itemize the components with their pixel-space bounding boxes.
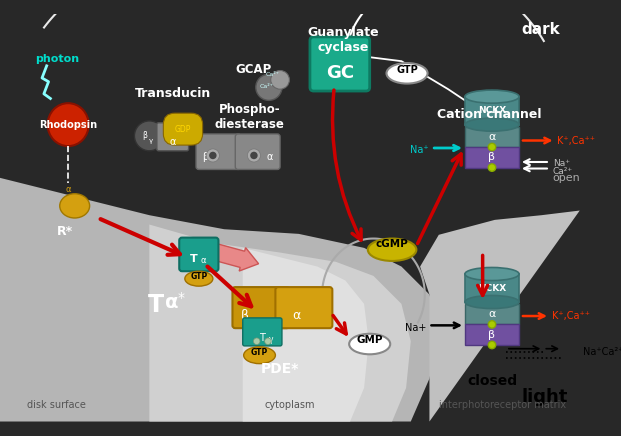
Text: disk surface: disk surface bbox=[27, 400, 86, 410]
Circle shape bbox=[253, 338, 260, 344]
Text: α: α bbox=[292, 309, 301, 322]
FancyBboxPatch shape bbox=[310, 37, 369, 91]
Text: Cation channel: Cation channel bbox=[437, 108, 542, 121]
Text: Transducin: Transducin bbox=[135, 87, 211, 100]
Text: α: α bbox=[65, 185, 71, 194]
Text: K⁺,Ca⁺⁺: K⁺,Ca⁺⁺ bbox=[557, 136, 596, 146]
Text: β: β bbox=[202, 152, 209, 162]
Text: NCKX: NCKX bbox=[478, 106, 506, 115]
Text: photon: photon bbox=[35, 54, 79, 64]
FancyArrow shape bbox=[205, 242, 258, 271]
FancyBboxPatch shape bbox=[179, 238, 219, 271]
Circle shape bbox=[488, 321, 496, 328]
Text: α: α bbox=[201, 256, 206, 265]
Polygon shape bbox=[465, 324, 519, 345]
Circle shape bbox=[488, 164, 496, 171]
Text: β: β bbox=[489, 330, 496, 340]
Text: GMP: GMP bbox=[356, 335, 383, 345]
Text: PDE*: PDE* bbox=[261, 362, 299, 376]
Text: T: T bbox=[260, 333, 265, 343]
Ellipse shape bbox=[465, 267, 519, 280]
Text: β: β bbox=[240, 309, 248, 322]
FancyBboxPatch shape bbox=[196, 134, 241, 170]
Text: cGMP: cGMP bbox=[376, 239, 409, 249]
Text: α: α bbox=[488, 132, 496, 142]
Polygon shape bbox=[465, 304, 519, 324]
Text: γ: γ bbox=[269, 335, 273, 344]
Text: R*: R* bbox=[57, 225, 73, 238]
Text: Rhodopsin: Rhodopsin bbox=[39, 119, 97, 129]
Text: Ca²⁺: Ca²⁺ bbox=[553, 167, 573, 176]
Text: light: light bbox=[521, 388, 568, 406]
Polygon shape bbox=[243, 248, 369, 422]
Text: Ca²⁺: Ca²⁺ bbox=[260, 84, 274, 89]
Circle shape bbox=[488, 143, 496, 151]
Text: α: α bbox=[266, 152, 273, 162]
Text: Na⁺: Na⁺ bbox=[410, 145, 428, 155]
Polygon shape bbox=[465, 274, 519, 302]
Text: GDP: GDP bbox=[175, 125, 191, 134]
Text: K⁺,Ca⁺⁺: K⁺,Ca⁺⁺ bbox=[551, 311, 590, 321]
Text: NCKX: NCKX bbox=[478, 283, 506, 293]
Polygon shape bbox=[465, 147, 519, 167]
Text: GTP: GTP bbox=[396, 65, 418, 75]
Text: β: β bbox=[489, 152, 496, 162]
Polygon shape bbox=[420, 211, 580, 422]
Circle shape bbox=[256, 74, 282, 100]
Text: closed: closed bbox=[467, 374, 517, 388]
Text: Guanylate
cyclase: Guanylate cyclase bbox=[308, 26, 379, 54]
FancyBboxPatch shape bbox=[243, 318, 282, 346]
Ellipse shape bbox=[243, 347, 275, 364]
Text: GCAP: GCAP bbox=[236, 63, 272, 76]
Polygon shape bbox=[0, 178, 439, 422]
Text: α: α bbox=[165, 293, 179, 312]
Circle shape bbox=[247, 149, 260, 162]
Ellipse shape bbox=[185, 271, 213, 286]
Ellipse shape bbox=[465, 118, 519, 131]
Polygon shape bbox=[465, 126, 519, 147]
Text: GTP: GTP bbox=[251, 348, 268, 357]
Circle shape bbox=[488, 341, 496, 349]
Ellipse shape bbox=[349, 334, 390, 354]
Text: Na+: Na+ bbox=[406, 323, 427, 333]
Text: cytoplasm: cytoplasm bbox=[264, 400, 315, 410]
Ellipse shape bbox=[465, 296, 519, 309]
Circle shape bbox=[265, 338, 271, 344]
Text: α: α bbox=[488, 309, 496, 319]
Ellipse shape bbox=[465, 90, 519, 103]
Circle shape bbox=[206, 149, 219, 162]
Text: Na⁺Ca²⁺: Na⁺Ca²⁺ bbox=[582, 347, 621, 357]
FancyBboxPatch shape bbox=[235, 134, 280, 170]
Text: Ca²⁺: Ca²⁺ bbox=[266, 72, 279, 77]
Polygon shape bbox=[150, 225, 410, 422]
Circle shape bbox=[271, 71, 289, 89]
Ellipse shape bbox=[60, 194, 89, 218]
Text: γ: γ bbox=[149, 139, 153, 144]
Polygon shape bbox=[0, 14, 580, 422]
Circle shape bbox=[250, 152, 258, 159]
Text: GTP: GTP bbox=[190, 272, 207, 281]
Text: Phospho-
diesterase: Phospho- diesterase bbox=[214, 103, 284, 131]
Polygon shape bbox=[465, 97, 519, 125]
Ellipse shape bbox=[368, 238, 416, 261]
FancyBboxPatch shape bbox=[157, 123, 189, 151]
Text: β: β bbox=[142, 131, 147, 140]
Text: α: α bbox=[170, 137, 176, 147]
Text: interphotoreceptor matrix: interphotoreceptor matrix bbox=[438, 400, 566, 410]
Ellipse shape bbox=[386, 63, 428, 84]
Text: dark: dark bbox=[522, 22, 560, 37]
Text: T: T bbox=[148, 293, 163, 317]
Text: *: * bbox=[178, 291, 184, 305]
Ellipse shape bbox=[48, 103, 89, 146]
Text: GC: GC bbox=[326, 64, 354, 82]
FancyBboxPatch shape bbox=[275, 287, 332, 328]
Text: Na⁺: Na⁺ bbox=[553, 159, 569, 168]
Text: open: open bbox=[553, 173, 581, 183]
Circle shape bbox=[209, 152, 217, 159]
Circle shape bbox=[134, 121, 165, 151]
Text: T: T bbox=[190, 255, 198, 264]
FancyBboxPatch shape bbox=[232, 287, 289, 328]
